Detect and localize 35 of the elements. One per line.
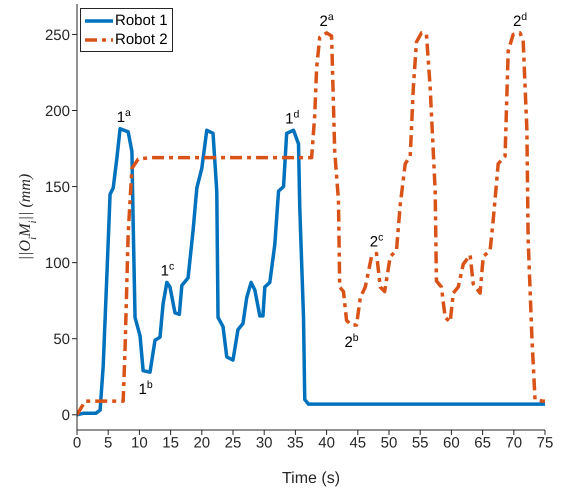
y-tick-label: 100 — [44, 254, 70, 272]
x-axis-title: Time (s) — [282, 470, 340, 487]
annotation: 2$^{a}$ — [320, 10, 334, 30]
y-tick-label: 150 — [44, 178, 70, 196]
x-tick-label: 30 — [256, 434, 273, 452]
y-tick-label: 250 — [44, 26, 70, 44]
x-tick-label: 20 — [193, 434, 210, 452]
y-tick-label: 0 — [62, 407, 70, 424]
x-tick-label: 25 — [224, 434, 242, 452]
x-tick-label: 15 — [162, 434, 179, 452]
annotation: 2$^{b}$ — [344, 332, 359, 352]
line-series — [77, 31, 545, 417]
line-series — [77, 127, 545, 417]
annotation: 2$^{d}$ — [512, 10, 528, 30]
x-tick-label: 35 — [287, 434, 304, 452]
annotation: 1$^{c}$ — [160, 260, 174, 280]
y-tick-label: 50 — [53, 331, 70, 348]
x-tick-label: 60 — [443, 434, 460, 452]
x-tick-label: 45 — [349, 434, 366, 452]
annotation: 1$^{a}$ — [116, 106, 132, 126]
x-tick-label: 70 — [505, 434, 522, 452]
x-tick-label: 5 — [104, 434, 112, 452]
x-tick-label: 75 — [536, 434, 554, 452]
y-tick-label: 200 — [44, 102, 70, 120]
legend-label: Robot 1 — [115, 11, 168, 30]
annotation: 1$^{b}$ — [138, 379, 153, 398]
x-tick-label: 0 — [72, 434, 82, 452]
x-tick-label: 40 — [318, 434, 335, 452]
x-tick-label: 55 — [412, 434, 429, 452]
x-tick-label: 50 — [380, 434, 398, 452]
x-tick-label: 10 — [131, 434, 148, 452]
annotation: 1$^{d}$ — [285, 108, 300, 128]
annotation: 2$^{c}$ — [370, 232, 384, 251]
x-tick-label: 65 — [474, 434, 491, 452]
legend-label: Robot 2 — [115, 30, 168, 49]
